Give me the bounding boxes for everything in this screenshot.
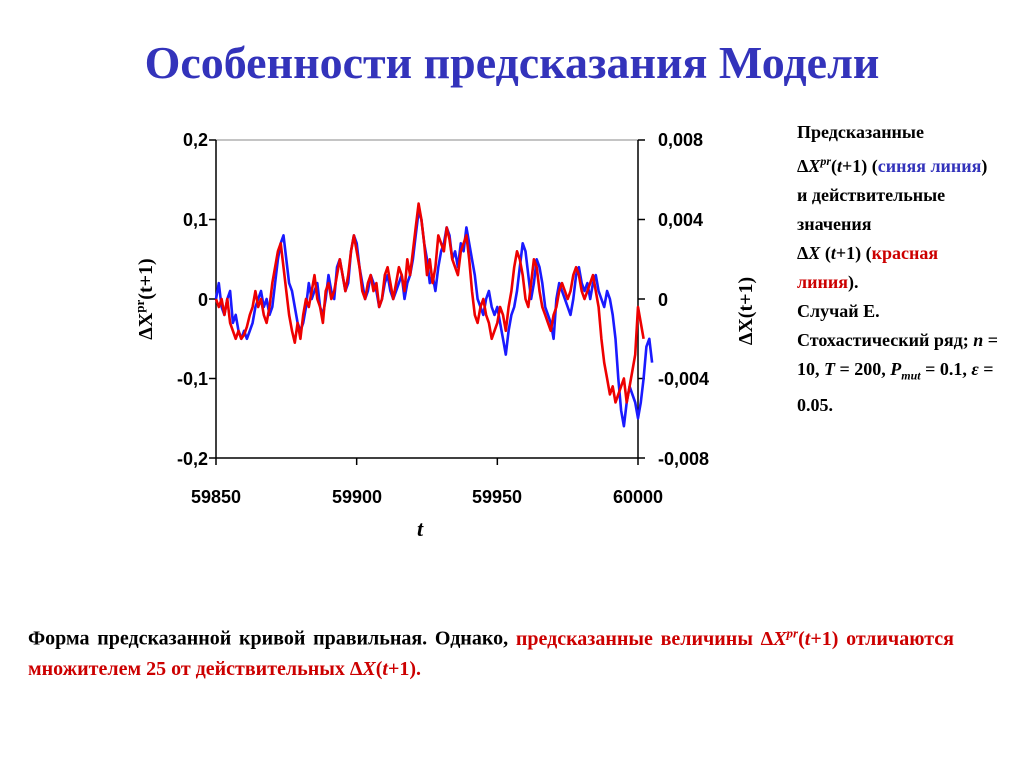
axis-ticks <box>209 139 645 465</box>
legend-description: Предсказанные ΔXpr(t+1) (синяя линия) и … <box>797 122 998 415</box>
y-right-tick-label: 0,008 <box>658 130 703 150</box>
plot-area <box>215 139 639 459</box>
y-left-tick-label: 0,1 <box>183 210 208 230</box>
x-tick-label: 59850 <box>191 487 241 507</box>
x-axis-label: t <box>417 516 424 541</box>
y-left-tick-label: 0 <box>198 290 208 310</box>
predicted-series-line <box>214 210 654 428</box>
actual-series-line <box>214 202 645 404</box>
y-left-tick-label: -0,1 <box>177 369 208 389</box>
x-tick-label: 59900 <box>332 487 382 507</box>
x-tick-label: 60000 <box>613 487 663 507</box>
x-tick-label: 59950 <box>472 487 522 507</box>
y-left-tick-label: 0,2 <box>183 130 208 150</box>
y-left-axis-label: ΔXpr(t+1) <box>132 258 157 339</box>
y-right-tick-label: -0,008 <box>658 449 709 469</box>
y-right-tick-label: 0 <box>658 290 668 310</box>
series-layer <box>214 202 654 428</box>
conclusion-text: Форма предсказанной кривой правильная. О… <box>28 625 954 680</box>
y-right-tick-label: 0,004 <box>658 210 703 230</box>
y-left-tick-label: -0,2 <box>177 449 208 469</box>
red-line-label: красная линия <box>797 243 939 292</box>
y-right-axis-label: ΔX(t+1) <box>735 277 757 345</box>
y-right-tick-label: -0,004 <box>658 369 709 389</box>
dual-axis-line-chart: 0,2 0,1 0 -0,1 -0,2 0,008 0,004 0 -0,004… <box>132 130 757 541</box>
slide-title: Особенности предсказания Модели <box>144 37 880 88</box>
blue-line-label: синяя линия <box>877 156 982 176</box>
